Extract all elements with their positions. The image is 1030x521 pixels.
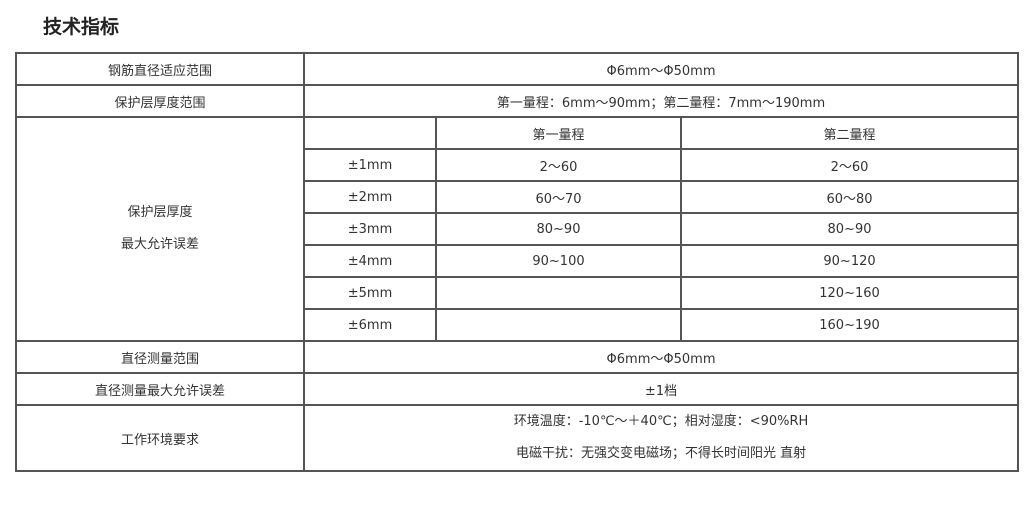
column-header: 第一量程 [435,116,682,150]
row-value: Φ6mm～Φ50mm [302,340,1020,374]
spec-table: 钢筋直径适应范围 Φ6mm～Φ50mm 保护层厚度范围 第一量程：6mm～90m… [15,52,1020,472]
table-row: ±1mm 2～60 2～60 [16,148,1020,182]
column-header: 第二量程 [679,116,1020,150]
row-value: Φ6mm～Φ50mm [302,52,1020,86]
row-value: 环境温度：-10℃～＋40℃；相对湿度：<90%RH 电磁干扰：无强交变电磁场；… [302,404,1020,472]
table-row: 直径测量范围 Φ6mm～Φ50mm [15,340,1020,374]
empty-cell [303,116,437,150]
table-row: ±3mm 80~90 80~90 [16,212,1020,246]
row-label: 钢筋直径适应范围 [15,52,305,86]
row-label: 直径测量最大允许误差 [15,372,305,406]
table-row: 钢筋直径适应范围 Φ6mm～Φ50mm [15,52,1020,86]
table-row: ±2mm 60～70 60～80 [16,180,1020,214]
section-title: 技术指标 [43,16,120,38]
range1-cell: 2～60 [435,148,682,182]
row-label: 工作环境要求 [15,404,305,472]
range2-cell: 90~120 [679,244,1020,278]
range1-cell [435,276,682,310]
table-row: 工作环境要求 环境温度：-10℃～＋40℃；相对湿度：<90%RH 电磁干扰：无… [15,404,1020,472]
value-line: 环境温度：-10℃～＋40℃；相对湿度：<90%RH [513,414,809,429]
table-row: ±5mm 120~160 [16,276,1020,310]
error-cell: ±5mm [303,276,437,310]
range2-cell: 160~190 [679,308,1020,342]
row-label: 保护层厚度 最大允许误差 [15,116,305,342]
error-cell: ±4mm [303,244,437,278]
label-line: 最大允许误差 [120,237,199,252]
row-label: 保护层厚度范围 [15,84,305,118]
row-label: 直径测量范围 [15,340,305,374]
label-line: 保护层厚度 [127,205,193,220]
error-cell: ±1mm [303,148,437,182]
table-row: 保护层厚度 最大允许误差 第一量程 第二量程 [15,116,1020,342]
error-cell: ±3mm [303,212,437,246]
range2-cell: 2～60 [679,148,1020,182]
table-row: ±6mm 160~190 [16,308,1020,342]
row-value: 第一量程：6mm～90mm；第二量程：7mm～190mm [302,84,1020,118]
table-row: 直径测量最大允许误差 ±1档 [15,372,1020,406]
range2-cell: 60～80 [679,180,1020,214]
error-cell: ±6mm [303,308,437,342]
table-row: ±4mm 90~100 90~120 [16,244,1020,278]
range1-cell: 90~100 [435,244,682,278]
range1-cell [435,308,682,342]
row-value: ±1档 [302,372,1020,406]
error-cell: ±2mm [303,180,437,214]
value-line: 电磁干扰：无强交变电磁场；不得长时间阳光 直射 [515,446,807,461]
range2-cell: 120~160 [679,276,1020,310]
table-row: 保护层厚度范围 第一量程：6mm～90mm；第二量程：7mm～190mm [15,84,1020,118]
range1-cell: 60～70 [435,180,682,214]
range2-cell: 80~90 [679,212,1020,246]
range1-cell: 80~90 [435,212,682,246]
